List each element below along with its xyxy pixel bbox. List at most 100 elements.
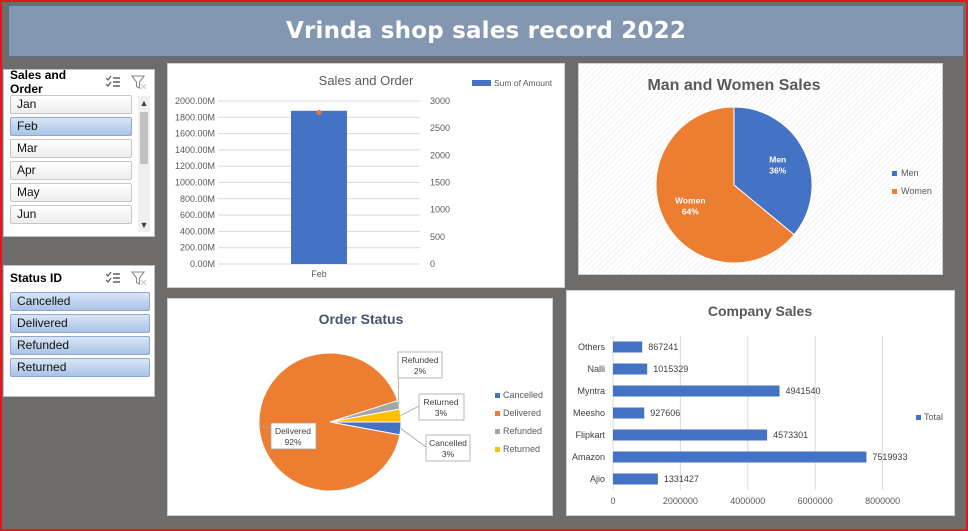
x-tick-label: Feb [311,269,327,279]
y-right-tick-label: 2500 [430,123,450,133]
bar-nalli [613,363,648,375]
x-tick-label: 0 [610,496,615,506]
multi-select-icon[interactable] [104,74,122,90]
x-tick-label: 4000000 [730,496,765,506]
month-slicer-item-may[interactable]: May [10,183,132,202]
clear-filter-icon[interactable] [130,74,148,90]
data-label-nalli: 1015329 [653,364,688,374]
callout-box [397,351,443,379]
pie-slice-men [733,106,813,236]
multi-select-icon[interactable] [104,270,122,286]
y-left-tick-label: 600.00M [180,210,215,220]
pie-group [258,352,402,492]
x-tick-label: 6000000 [798,496,833,506]
data-label-name: Women [675,196,706,206]
y-right-tick-label: 3000 [430,96,450,106]
data-label-name: Delivered [275,426,311,436]
callout-leader-line [400,405,420,416]
month-slicer: Sales and Order Jan Feb Mar Apr May Jun ▲ ▼ [3,68,155,237]
callout-box [418,393,465,421]
pie-slice-returned [329,408,402,423]
data-label-others: 867241 [648,342,678,352]
marker-order-count-feb [316,109,322,115]
legend-label-refunded: Refunded [503,426,542,436]
order-status-chart: Order StatusCancelled3%Delivered92%Refun… [258,311,543,492]
month-slicer-scrollbar[interactable]: ▲ ▼ [138,96,150,232]
y-left-tick-label: 0.00M [190,259,215,269]
data-label-value: 2% [414,366,427,376]
status-slicer-item-returned[interactable]: Returned [10,358,150,377]
status-slicer-item-refunded[interactable]: Refunded [10,336,150,355]
y-left-tick-label: 1000.00M [175,178,215,188]
y-tick-label: Amazon [572,452,605,462]
scroll-up-icon[interactable]: ▲ [139,98,149,108]
y-left-tick-label: 2000.00M [175,96,215,106]
month-slicer-item-jan[interactable]: Jan [10,95,132,114]
legend-label-men: Men [901,168,919,178]
bar-myntra [613,385,780,397]
y-left-tick-label: 1400.00M [175,145,215,155]
month-slicer-item-feb[interactable]: Feb [10,117,132,136]
y-tick-label: Ajio [590,474,605,484]
data-label-name: Cancelled [429,438,467,448]
legend-label-cancelled: Cancelled [503,390,543,400]
y-left-tick-label: 1200.00M [175,161,215,171]
y-left-tick-label: 1600.00M [175,129,215,139]
data-label-myntra: 4941540 [786,386,821,396]
y-left-tick-label: 200.00M [180,243,215,253]
dashboard-title: Vrinda shop sales record 2022 [285,18,687,44]
legend-label-sum-of-amount: Sum of Amount [494,78,553,88]
data-label-value: 3% [435,408,448,418]
month-slicer-item-apr[interactable]: Apr [10,161,132,180]
bar-others [613,341,643,353]
data-label-meesho: 927606 [650,408,680,418]
y-left-tick-label: 400.00M [180,226,215,236]
legend-label-total: Total [924,412,943,422]
bar-meesho [613,407,645,419]
chart-title: Company Sales [708,303,812,319]
legend-swatch-returned [495,447,500,452]
bar-ajio [613,473,658,485]
legend-label-women: Women [901,186,932,196]
scroll-down-icon[interactable]: ▼ [139,220,149,230]
status-slicer: Status ID Cancelled Delivered Refunded Retu… [3,265,155,397]
status-slicer-header: Status ID [4,266,154,290]
status-slicer-item-cancelled[interactable]: Cancelled [10,292,150,311]
sales-order-chart-panel: Sales and Order 0.00M 200.00M 400.00M 600.00… [167,63,565,288]
chart-title: Order Status [319,311,404,327]
legend-swatch-cancelled [495,393,500,398]
company-sales-chart-panel: Company Sales 0 2000000 4000000 6000000 80000… [566,290,955,516]
callout-leader-line [400,428,427,448]
legend-swatch-women [892,189,897,194]
month-slicer-title: Sales and Order [10,68,67,96]
sales-order-chart: Sales and Order 0.00M 200.00M 400.00M 600.00… [175,73,553,279]
bar-flipkart [613,429,768,441]
dashboard-title-banner: Vrinda shop sales record 2022 [8,5,964,57]
pie-slice-women [655,106,795,264]
y-tick-label: Meesho [573,408,605,418]
y-tick-label: Myntra [577,386,605,396]
x-tick-label: 8000000 [865,496,900,506]
legend-swatch-refunded [495,429,500,434]
callout-box [425,434,471,462]
company-sales-chart: Company Sales 0 2000000 4000000 6000000 80000… [572,303,943,506]
y-tick-label: Nalli [587,364,605,374]
chart-title: Sales and Order [319,73,414,88]
bar-sum-of-amount-feb [291,110,347,264]
legend-label-returned: Returned [503,444,540,454]
status-slicer-item-delivered[interactable]: Delivered [10,314,150,333]
callout-box [270,422,317,450]
gender-chart-panel: Man and Women Sales Men 36% Women 64% Men Wome… [578,63,943,275]
y-tick-label: Flipkart [575,430,605,440]
y-left-tick-label: 1800.00M [175,112,215,122]
legend-swatch-men [892,171,897,176]
gender-sales-chart: Man and Women SalesMen36%Women64%MenWome… [647,77,932,264]
order-status-chart-panel: Order Status Cancelled 3% Delivered 92% Refun… [167,298,553,516]
scroll-thumb[interactable] [140,112,148,164]
data-label-ajio: 1331427 [664,474,699,484]
clear-filter-icon[interactable] [130,270,148,286]
chart-title: Man and Women Sales [647,77,820,94]
month-slicer-item-jun[interactable]: Jun [10,205,132,224]
month-slicer-item-mar[interactable]: Mar [10,139,132,158]
legend-swatch-sum-of-amount [472,80,491,86]
